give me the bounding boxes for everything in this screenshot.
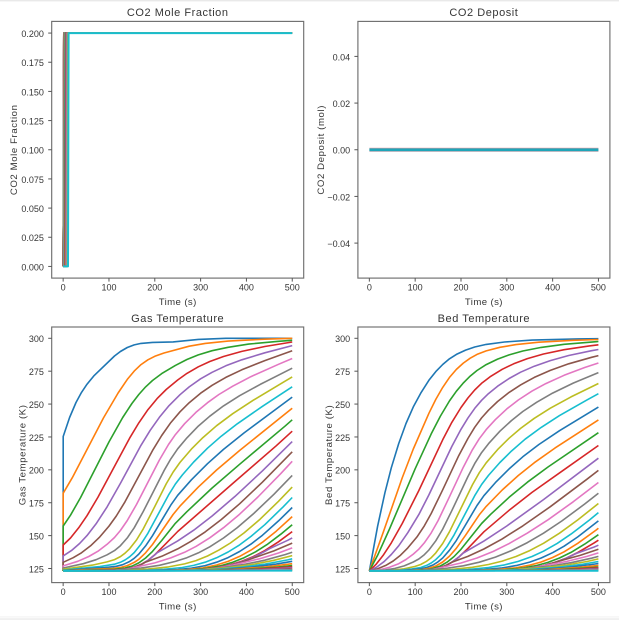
- svg-text:0.02: 0.02: [333, 99, 351, 109]
- svg-text:200: 200: [147, 587, 162, 597]
- svg-text:Bed Temperature (K): Bed Temperature (K): [324, 405, 335, 505]
- svg-text:300: 300: [193, 283, 208, 293]
- svg-text:200: 200: [453, 587, 468, 597]
- svg-text:225: 225: [29, 433, 44, 443]
- svg-text:200: 200: [335, 466, 350, 476]
- svg-text:CO2 Mole Fraction: CO2 Mole Fraction: [127, 7, 229, 19]
- svg-text:100: 100: [101, 587, 116, 597]
- svg-text:0.000: 0.000: [21, 262, 44, 272]
- svg-text:Time (s): Time (s): [159, 297, 197, 308]
- svg-text:0.175: 0.175: [21, 58, 44, 68]
- svg-text:225: 225: [335, 433, 350, 443]
- svg-text:Bed Temperature: Bed Temperature: [438, 313, 530, 325]
- svg-text:CO2 Deposit (mol): CO2 Deposit (mol): [316, 105, 327, 195]
- svg-text:400: 400: [545, 283, 560, 293]
- svg-text:CO2 Mole Fraction: CO2 Mole Fraction: [9, 104, 20, 195]
- svg-text:300: 300: [335, 334, 350, 344]
- svg-text:Gas Temperature (K): Gas Temperature (K): [18, 404, 29, 505]
- svg-text:0.150: 0.150: [21, 87, 44, 97]
- svg-text:400: 400: [239, 587, 254, 597]
- svg-text:150: 150: [335, 532, 350, 542]
- svg-text:150: 150: [29, 532, 44, 542]
- svg-text:0.04: 0.04: [333, 52, 351, 62]
- svg-text:0.00: 0.00: [333, 146, 351, 156]
- svg-text:0.050: 0.050: [21, 204, 44, 214]
- svg-text:Gas Temperature: Gas Temperature: [131, 313, 224, 325]
- svg-text:200: 200: [29, 466, 44, 476]
- svg-text:250: 250: [335, 400, 350, 410]
- svg-text:275: 275: [335, 367, 350, 377]
- svg-text:300: 300: [29, 334, 44, 344]
- svg-text:175: 175: [335, 499, 350, 509]
- svg-text:0.200: 0.200: [21, 29, 44, 39]
- svg-text:125: 125: [335, 564, 350, 574]
- svg-text:500: 500: [285, 587, 300, 597]
- svg-text:0.075: 0.075: [21, 175, 44, 185]
- svg-text:−0.04: −0.04: [327, 239, 350, 249]
- svg-text:300: 300: [499, 283, 514, 293]
- svg-text:125: 125: [29, 564, 44, 574]
- svg-text:Time (s): Time (s): [465, 297, 503, 308]
- svg-text:CO2 Deposit: CO2 Deposit: [449, 7, 518, 19]
- svg-text:0: 0: [61, 283, 66, 293]
- svg-text:0.125: 0.125: [21, 116, 44, 126]
- svg-text:100: 100: [408, 283, 423, 293]
- svg-text:Time (s): Time (s): [465, 602, 503, 613]
- svg-text:0.025: 0.025: [21, 233, 44, 243]
- svg-text:400: 400: [239, 283, 254, 293]
- svg-text:Time (s): Time (s): [159, 602, 197, 613]
- svg-text:200: 200: [453, 283, 468, 293]
- svg-text:275: 275: [29, 367, 44, 377]
- svg-text:500: 500: [591, 283, 606, 293]
- svg-text:0.100: 0.100: [21, 146, 44, 156]
- svg-text:175: 175: [29, 499, 44, 509]
- svg-text:0: 0: [367, 283, 372, 293]
- svg-text:−0.02: −0.02: [327, 192, 350, 202]
- svg-text:0: 0: [61, 587, 66, 597]
- svg-text:100: 100: [101, 283, 116, 293]
- svg-text:250: 250: [29, 400, 44, 410]
- svg-text:300: 300: [499, 587, 514, 597]
- svg-text:200: 200: [147, 283, 162, 293]
- svg-text:400: 400: [545, 587, 560, 597]
- svg-text:100: 100: [408, 587, 423, 597]
- svg-text:500: 500: [591, 587, 606, 597]
- svg-text:300: 300: [193, 587, 208, 597]
- svg-text:500: 500: [285, 283, 300, 293]
- svg-text:0: 0: [367, 587, 372, 597]
